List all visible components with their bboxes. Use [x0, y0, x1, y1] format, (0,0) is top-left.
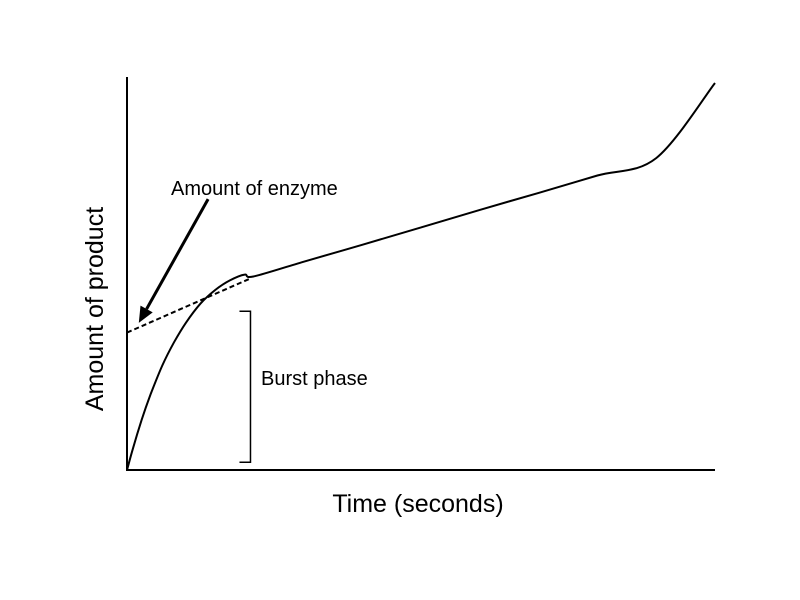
- annotation-layer: [138, 198, 252, 464]
- series-layer: [126, 82, 716, 471]
- enzyme-label: Amount of enzyme: [171, 178, 338, 200]
- product-curve: [126, 82, 716, 471]
- extrapolated-line: [126, 277, 251, 334]
- burst-phase-label: Burst phase: [261, 368, 368, 390]
- x-axis-title: Time (seconds): [332, 490, 503, 518]
- enzyme-arrow-head: [138, 305, 153, 323]
- y-axis-title: Amount of product: [81, 207, 109, 411]
- enzyme-arrow-shaft: [145, 198, 210, 310]
- burst-bracket: [239, 310, 252, 464]
- axes: [126, 77, 715, 471]
